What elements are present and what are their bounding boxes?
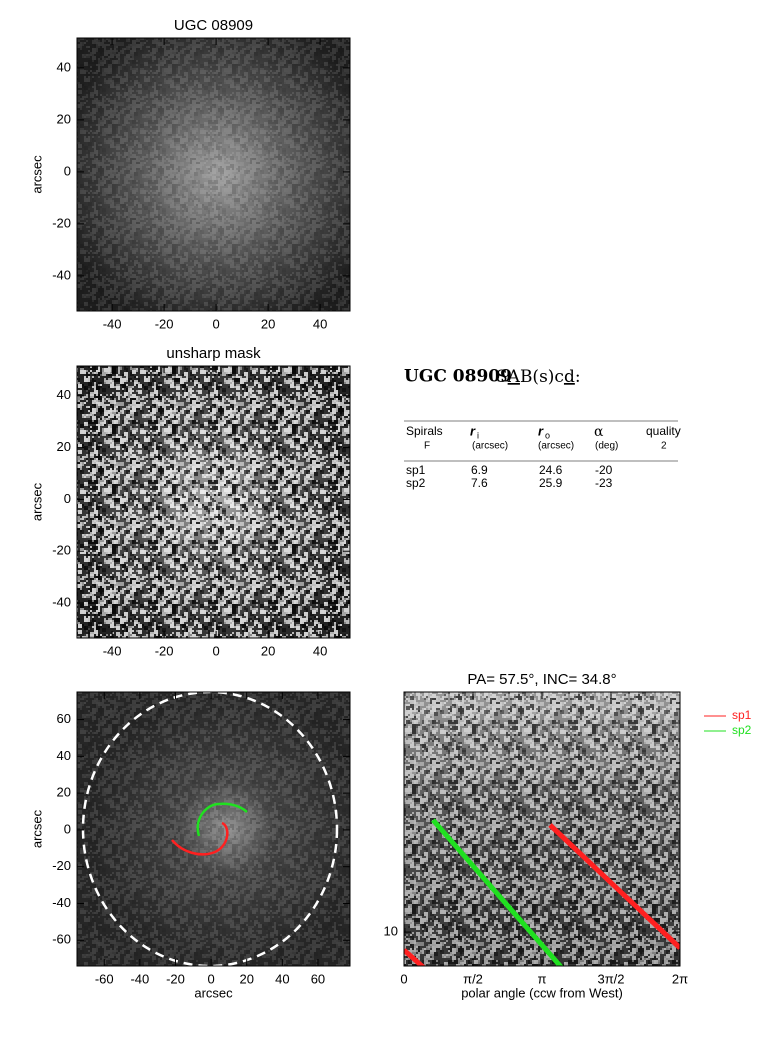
trace-sp1: [548, 823, 680, 950]
frame: [76, 691, 351, 967]
x-tick-label: -20: [155, 316, 174, 331]
th: α: [594, 424, 604, 440]
y-tick-label: 20: [57, 785, 71, 800]
th: F: [424, 441, 430, 452]
x-axis-label: polar angle (ccw from West): [461, 985, 623, 1000]
x-tick-label: π/2: [463, 971, 483, 986]
table-cell: -20: [595, 463, 613, 477]
table-cell: sp2: [406, 476, 426, 490]
x-tick-label: -20: [155, 643, 174, 658]
y-tick-label: -60: [52, 932, 71, 947]
table-body: sp1 6.9 24.6 -20 sp2 7.6 25.9 -23: [406, 463, 613, 490]
x-tick-label: π: [538, 971, 547, 986]
panel-title: unsharp mask: [166, 345, 261, 362]
spiral-sp2: [196, 802, 248, 837]
x-tick-label: 2π: [672, 971, 688, 986]
x-axis-label: arcsec: [194, 985, 233, 1000]
y-tick-label: -40: [52, 267, 71, 282]
frame: [76, 37, 351, 312]
legend-label: sp1: [732, 708, 752, 722]
th: r: [470, 423, 476, 438]
y-tick-label: 0: [64, 821, 71, 836]
x-tick-label: -40: [103, 643, 122, 658]
spiral-sp1: [171, 821, 229, 856]
x-tick-label: 0: [400, 971, 407, 986]
x-tick-label: 0: [212, 643, 219, 658]
frame: [76, 365, 351, 639]
y-axis-label: arcsec: [29, 155, 44, 194]
th: 2: [661, 441, 667, 452]
table-cell: 6.9: [471, 463, 488, 477]
x-tick-label: 20: [261, 643, 275, 658]
th: Spirals: [406, 424, 443, 438]
panel-title: UGC 08909: [174, 17, 253, 34]
y-tick-label: 60: [57, 711, 71, 726]
y-tick-label: 0: [64, 491, 71, 506]
table-cell: -23: [595, 476, 613, 490]
galaxy-name: UGC 08909: [404, 367, 512, 387]
galaxy-class: SAB(s)cd:: [496, 367, 581, 387]
x-tick-label: -20: [166, 971, 185, 986]
class-part: S: [496, 367, 508, 387]
x-tick-label: 40: [313, 643, 327, 658]
table-header: Spirals F r i (arcsec) r o (arcsec) α (d…: [406, 423, 681, 451]
y-tick-label: 0: [64, 163, 71, 178]
y-tick-label: -20: [52, 543, 71, 558]
y-tick-label: 40: [57, 748, 71, 763]
y-tick-label: 20: [57, 439, 71, 454]
y-tick-label: -40: [52, 594, 71, 609]
table-cell: sp1: [406, 463, 426, 477]
class-part: d: [564, 367, 575, 387]
image-noise: [404, 692, 680, 966]
x-tick-label: 60: [311, 971, 325, 986]
th: (deg): [595, 441, 618, 452]
x-tick-label: -40: [103, 316, 122, 331]
x-tick-label: 40: [275, 971, 289, 986]
class-part: A: [507, 367, 521, 387]
th: (arcsec): [472, 441, 508, 452]
x-tick-label: 20: [239, 971, 253, 986]
class-part: :: [575, 367, 581, 387]
table-cell: 25.9: [539, 476, 563, 490]
panel-title: PA= 57.5°, INC= 34.8°: [467, 671, 616, 688]
th: quality: [646, 424, 681, 438]
x-tick-label: 20: [261, 316, 275, 331]
legend-label: sp2: [732, 723, 752, 737]
y-tick-label: 20: [57, 111, 71, 126]
x-tick-label: 3π/2: [597, 971, 624, 986]
x-tick-label: -60: [95, 971, 114, 986]
y-tick-label: 40: [57, 387, 71, 402]
class-part: B(s)c: [520, 367, 564, 387]
x-tick-label: 0: [207, 971, 214, 986]
traces: [404, 818, 680, 966]
trace-sp1: [404, 948, 426, 966]
x-tick-label: 0: [212, 316, 219, 331]
y-axis-label: arcsec: [29, 809, 44, 848]
y-tick-label: 10: [384, 924, 398, 939]
y-tick-label: -40: [52, 895, 71, 910]
x-tick-label: 40: [313, 316, 327, 331]
th: r: [538, 423, 544, 438]
th: i: [477, 430, 479, 440]
trace-sp2: [431, 818, 564, 966]
th: o: [545, 430, 550, 440]
y-tick-label: -20: [52, 215, 71, 230]
y-axis-label: arcsec: [29, 482, 44, 521]
y-tick-label: 40: [57, 59, 71, 74]
table-cell: 24.6: [539, 463, 563, 477]
x-tick-label: -40: [130, 971, 149, 986]
y-tick-label: -20: [52, 858, 71, 873]
image-noise: [77, 366, 350, 638]
th: (arcsec): [538, 441, 574, 452]
table-cell: 7.6: [471, 476, 488, 490]
image-noise: [77, 38, 350, 311]
